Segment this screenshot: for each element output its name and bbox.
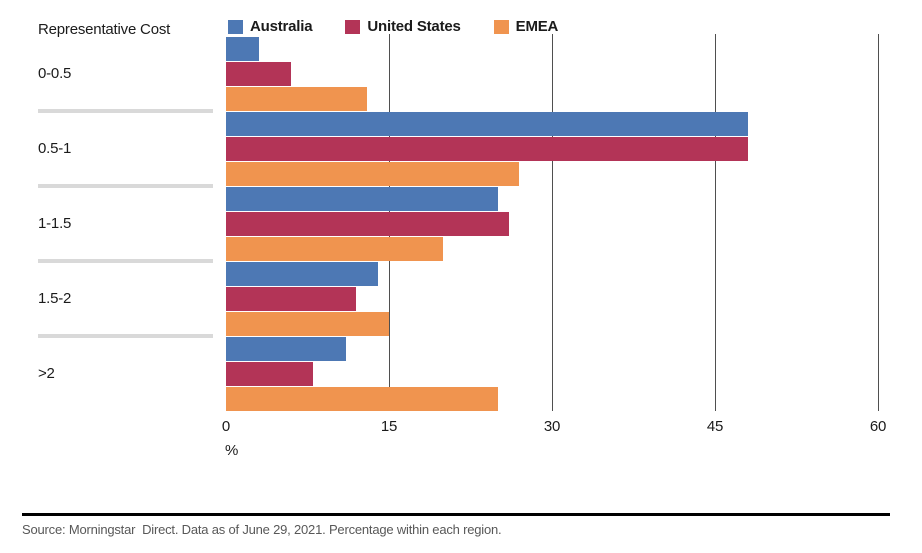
bar-emea-0-0.5	[226, 87, 368, 111]
legend-item-emea: EMEA	[493, 18, 559, 35]
chart-title: Representative Cost	[38, 21, 171, 38]
legend-swatch-emea	[493, 19, 509, 34]
bar-united-states-1-1.5	[226, 212, 509, 236]
source-text: Source: Morningstar Direct. Data as of J…	[22, 522, 502, 537]
gridline-60	[877, 34, 879, 411]
legend-swatch-australia	[228, 19, 243, 34]
bar-emea-1-1.5	[226, 237, 444, 261]
bar-australia-0.5-1	[226, 112, 748, 136]
category-separator	[38, 109, 213, 113]
bar-emea->2	[226, 387, 498, 411]
bar-australia-1-1.5	[226, 187, 498, 211]
x-tick-label-45: 45	[706, 418, 724, 435]
bar-united-states->2	[226, 362, 313, 386]
x-tick-label-15: 15	[380, 418, 398, 435]
legend: Australia United States EMEA	[228, 18, 558, 35]
category-label-1.5-2: 1.5-2	[38, 289, 72, 307]
legend-item-united-states: United States	[345, 18, 461, 35]
category-label-0.5-1: 0.5-1	[38, 139, 72, 157]
category-separator	[38, 334, 213, 338]
legend-item-australia: Australia	[228, 18, 313, 35]
footer-rule	[22, 513, 890, 516]
bar-united-states-0-0.5	[226, 62, 292, 86]
bar-emea-0.5-1	[226, 162, 520, 186]
legend-swatch-united-states	[345, 19, 361, 34]
category-label->2: >2	[38, 364, 55, 382]
plot-area	[226, 34, 879, 411]
category-separator	[38, 184, 213, 188]
legend-label-united-states: United States	[367, 18, 461, 35]
category-label-0-0.5: 0-0.5	[38, 64, 72, 82]
gridline-45	[714, 34, 716, 411]
bar-australia-1.5-2	[226, 262, 379, 286]
x-tick-label-60: 60	[869, 418, 887, 435]
bar-emea-1.5-2	[226, 312, 389, 336]
bar-australia->2	[226, 337, 346, 361]
x-tick-label-0: 0	[221, 418, 231, 435]
category-separator	[38, 259, 213, 263]
legend-label-emea: EMEA	[515, 18, 559, 35]
bar-australia-0-0.5	[226, 37, 259, 61]
category-label-1-1.5: 1-1.5	[38, 214, 72, 232]
bar-united-states-0.5-1	[226, 137, 748, 161]
legend-label-australia: Australia	[250, 18, 313, 35]
x-tick-label-30: 30	[543, 418, 561, 435]
x-axis-unit-label: %	[225, 442, 239, 459]
gridline-30	[551, 34, 553, 411]
bar-united-states-1.5-2	[226, 287, 357, 311]
